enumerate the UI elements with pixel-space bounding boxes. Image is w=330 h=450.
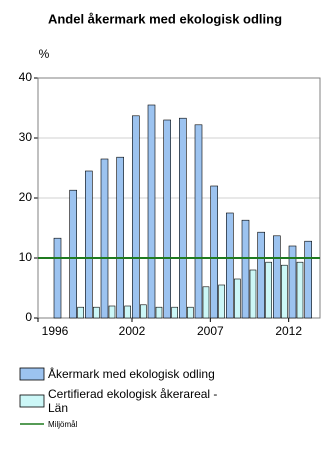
bar (163, 119, 171, 319)
bar (265, 261, 272, 319)
bar (77, 306, 84, 319)
plot-frame (37, 77, 321, 319)
bar (249, 269, 257, 319)
bar (210, 185, 218, 319)
bar (147, 104, 156, 319)
bar (304, 240, 312, 319)
bar (155, 306, 163, 319)
bar (226, 212, 234, 319)
x-tick-label: 2002 (119, 324, 146, 338)
bar (218, 284, 225, 319)
bar (108, 305, 116, 319)
bar (288, 245, 297, 319)
bar (257, 231, 265, 319)
bar (53, 237, 62, 319)
x-tick-label: 2007 (197, 324, 224, 338)
bar (171, 306, 178, 319)
legend-label: Certifierad ekologisk åkerareal - Län (48, 387, 218, 415)
bar (69, 189, 77, 319)
bar (281, 264, 288, 319)
bar (140, 304, 147, 319)
bar (124, 305, 131, 319)
bar (100, 158, 109, 319)
legend-swatch (19, 394, 45, 408)
y-tick-label: 10 (19, 250, 33, 264)
bar (85, 170, 93, 319)
bar (273, 235, 281, 319)
bar (93, 306, 100, 319)
x-tick-label: 1996 (42, 324, 69, 338)
y-tick-label: 20 (19, 190, 33, 204)
legend-swatch (19, 367, 45, 381)
x-tick-label: 2012 (275, 324, 302, 338)
bar (132, 115, 140, 319)
y-axis-label: % (39, 47, 50, 61)
bar (296, 261, 304, 319)
y-tick-label: 0 (25, 310, 32, 324)
legend-label: Åkermark med ekologisk odling (48, 367, 215, 381)
bar (241, 219, 250, 319)
y-tick-label: 30 (19, 130, 33, 144)
y-tick-label: 40 (19, 70, 33, 84)
bar (187, 306, 194, 319)
legend-label: Miljömål (48, 420, 78, 429)
chart-title: Andel åkermark med ekologisk odling (48, 11, 282, 26)
bar (234, 278, 241, 319)
bar (202, 286, 210, 319)
bar (179, 117, 187, 319)
bar (116, 156, 124, 319)
bar (194, 124, 203, 319)
